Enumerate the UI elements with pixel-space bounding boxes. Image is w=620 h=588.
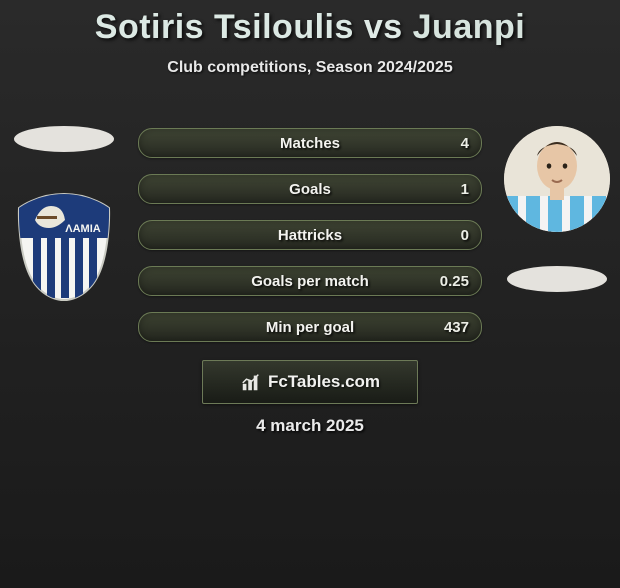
- date-label: 4 march 2025: [0, 416, 620, 436]
- stat-right-value: 0: [461, 221, 469, 249]
- player1-column: ΛΑΜΙΑ: [6, 126, 121, 302]
- player1-name: Sotiris Tsiloulis: [95, 8, 354, 46]
- stat-right-value: 4: [461, 129, 469, 157]
- stat-row-goals: Goals 1: [138, 174, 482, 204]
- stat-row-min-per-goal: Min per goal 437: [138, 312, 482, 342]
- club1-name-text: ΛΑΜΙΑ: [65, 223, 101, 235]
- stat-label: Goals per match: [251, 273, 369, 290]
- brand-badge[interactable]: FcTables.com: [202, 360, 418, 404]
- stat-label: Hattricks: [278, 227, 342, 244]
- stat-right-value: 1: [461, 175, 469, 203]
- stat-label: Goals: [289, 181, 331, 198]
- player-portrait-icon: [504, 126, 610, 232]
- player1-marker: [14, 126, 114, 152]
- bar-chart-icon: [240, 371, 262, 393]
- player2-marker: [507, 266, 607, 292]
- player2-name: Juanpi: [413, 8, 526, 46]
- club-badge-icon: ΛΑΜΙΑ: [13, 190, 115, 302]
- stat-row-matches: Matches 4: [138, 128, 482, 158]
- stat-right-value: 437: [444, 313, 469, 341]
- stat-label: Matches: [280, 135, 340, 152]
- subtitle: Club competitions, Season 2024/2025: [0, 59, 620, 77]
- player1-club-badge: ΛΑΜΙΑ: [13, 190, 115, 302]
- stat-right-value: 0.25: [440, 267, 469, 295]
- vs-separator: vs: [364, 8, 403, 46]
- stat-label: Min per goal: [266, 319, 354, 336]
- stats-list: Matches 4 Goals 1 Hattricks 0 Goals per …: [138, 128, 482, 342]
- comparison-title: Sotiris Tsiloulis vs Juanpi: [0, 8, 620, 47]
- brand-text: FcTables.com: [268, 372, 380, 392]
- player2-photo: [504, 126, 610, 232]
- stat-row-goals-per-match: Goals per match 0.25: [138, 266, 482, 296]
- player2-column: [499, 126, 614, 292]
- stat-row-hattricks: Hattricks 0: [138, 220, 482, 250]
